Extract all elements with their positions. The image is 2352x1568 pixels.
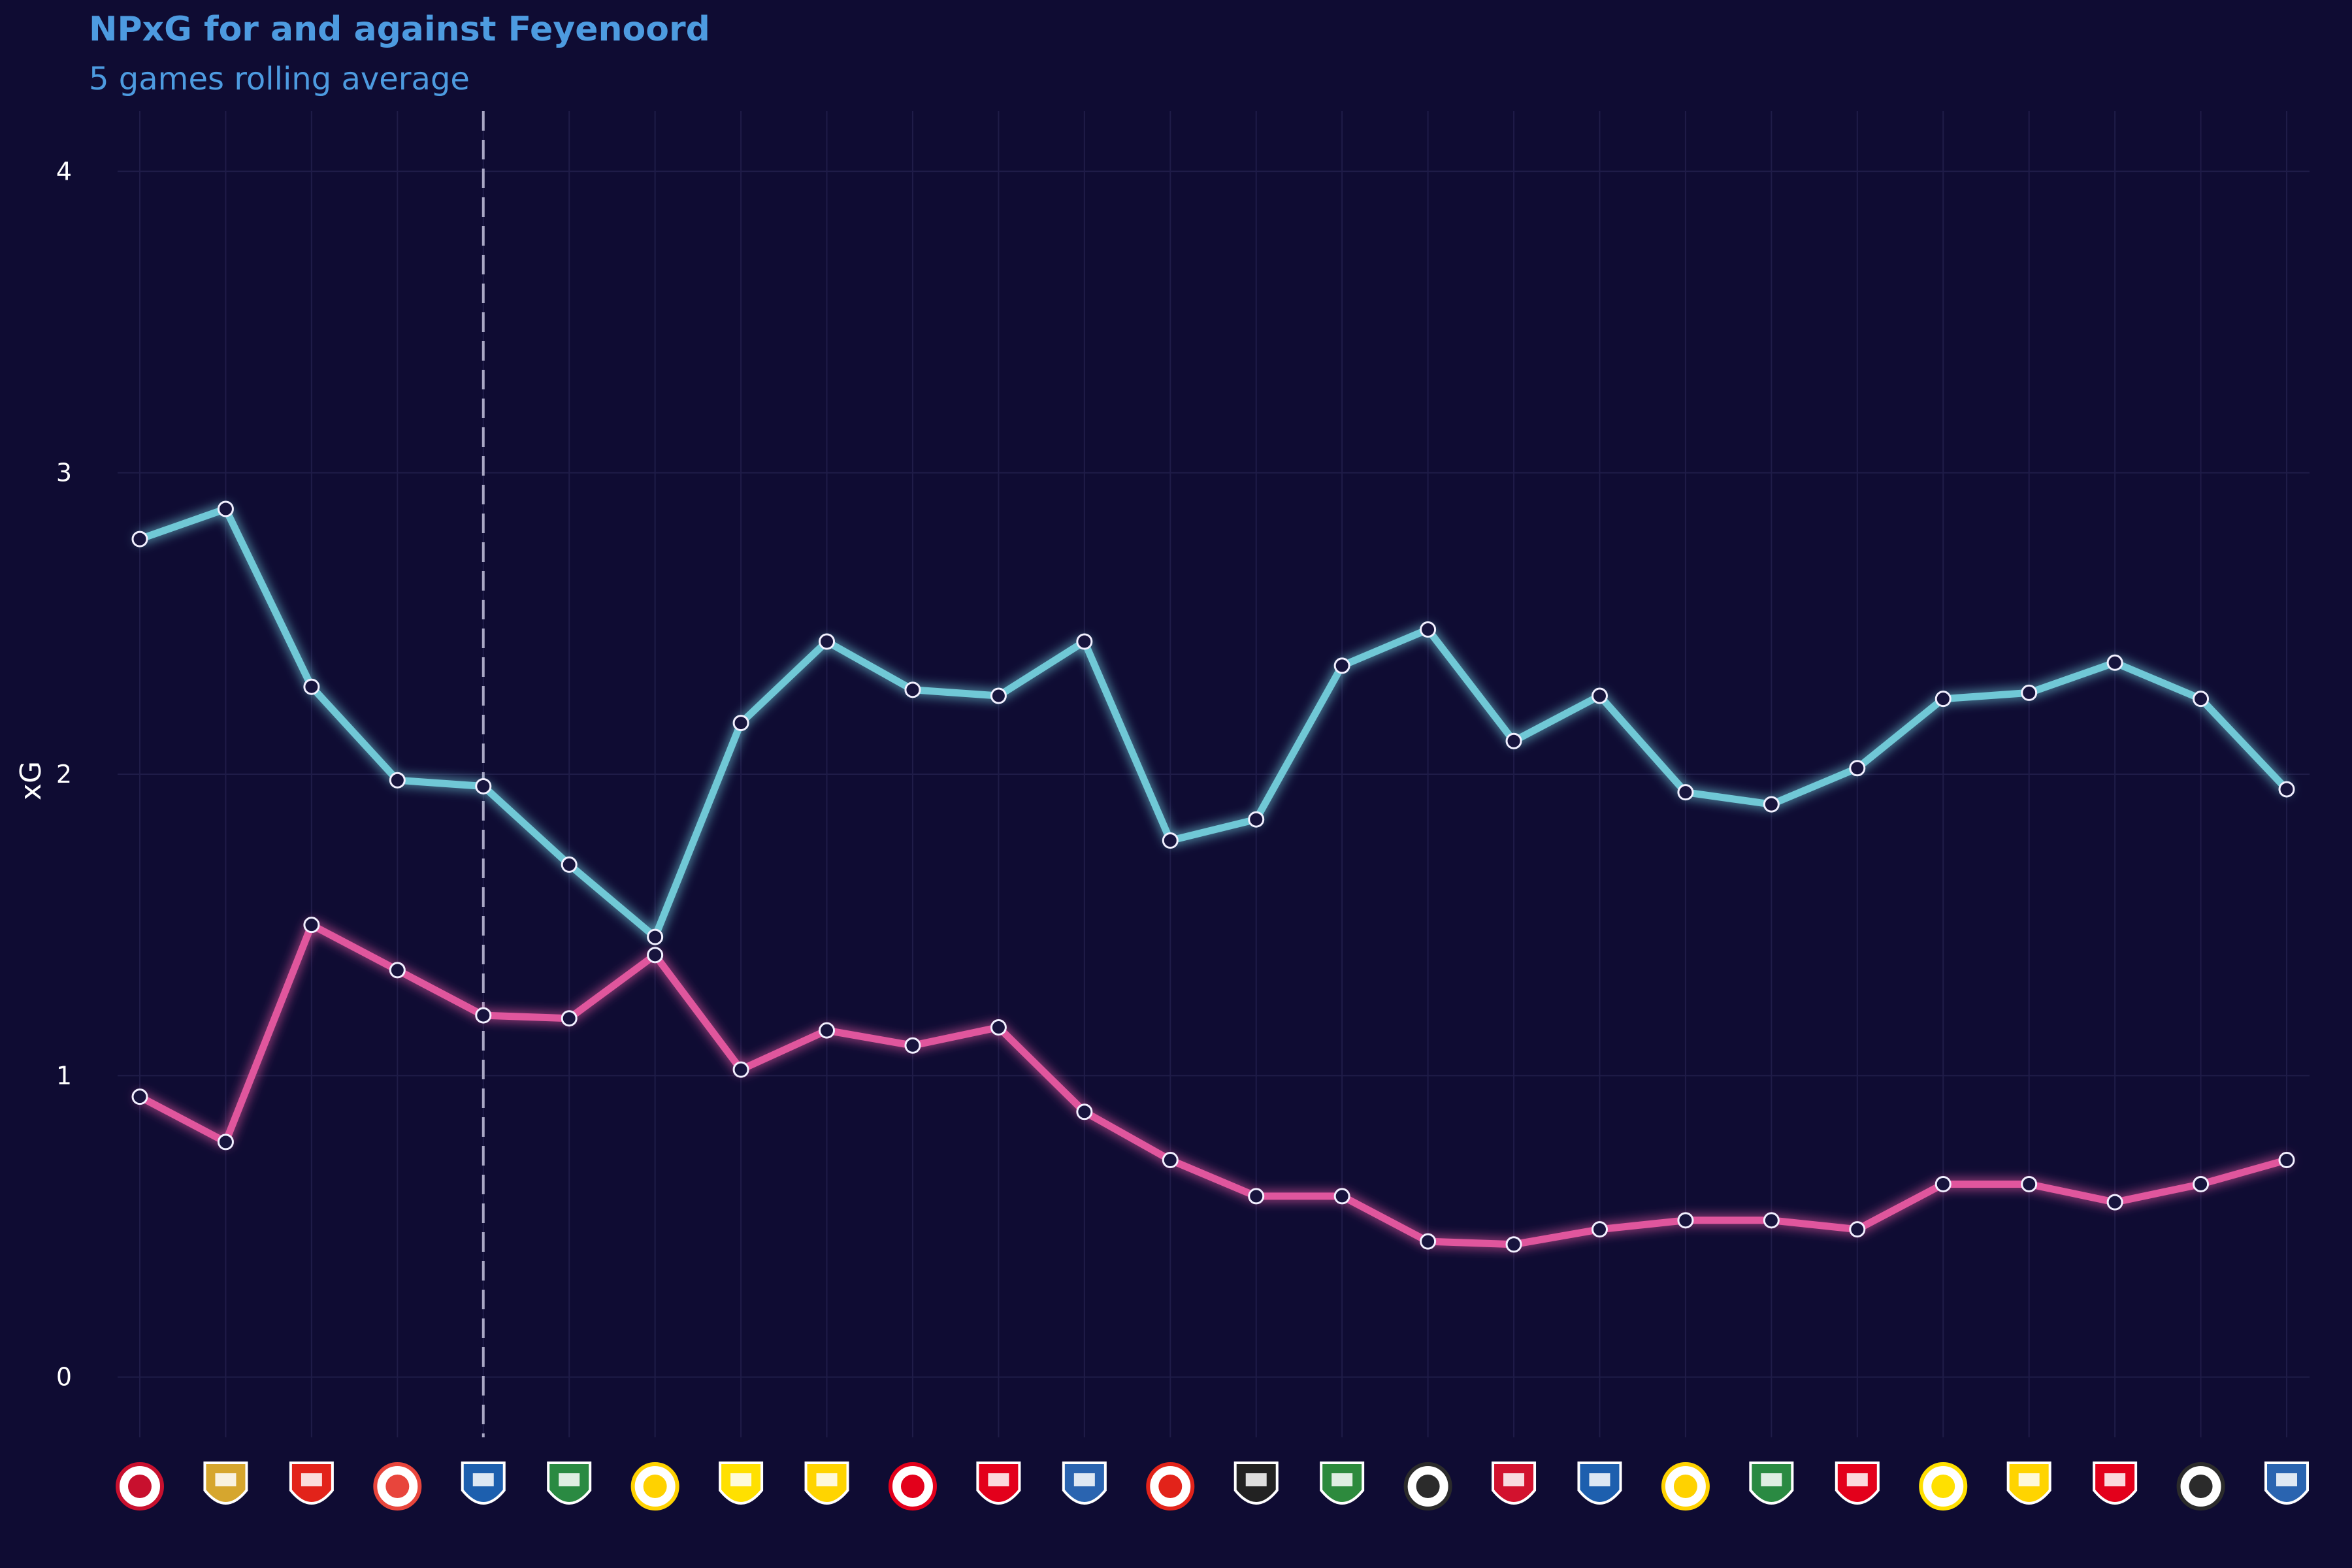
y-tick-label: 4: [56, 157, 72, 186]
data-point: [1505, 732, 1522, 749]
y-tick-label: 3: [56, 459, 72, 487]
opponent-badge-icon: [289, 1462, 334, 1505]
series-line-0: [136, 505, 2291, 941]
data-point: [1849, 1221, 1866, 1238]
opponent-badge-icon: [2006, 1462, 2051, 1505]
data-point: [303, 917, 320, 934]
opponent-badge-icon: [203, 1462, 248, 1505]
data-point: [561, 1010, 578, 1027]
y-tick-label: 0: [56, 1363, 72, 1392]
opponent-badge-icon: [976, 1462, 1021, 1505]
data-point: [819, 1022, 836, 1039]
data-point: [2278, 1152, 2295, 1169]
opponent-badge-icon: [719, 1462, 764, 1505]
opponent-badge-icon: [1320, 1462, 1365, 1505]
series-line-1: [136, 921, 2291, 1249]
data-point: [1849, 760, 1866, 777]
opponent-badge-icon: [1062, 1462, 1107, 1505]
data-point: [1162, 832, 1179, 849]
opponent-badge-icon: [1146, 1462, 1195, 1511]
data-point: [647, 947, 664, 964]
opponent-badge-icon: [1835, 1462, 1880, 1505]
data-point: [1333, 1188, 1350, 1205]
data-point: [2106, 654, 2123, 671]
data-point: [990, 1019, 1007, 1036]
data-point: [389, 962, 406, 979]
data-points: [131, 500, 2295, 1253]
data-point: [1248, 811, 1265, 828]
data-point: [1677, 784, 1694, 801]
opponent-badge-icon: [1661, 1462, 1710, 1511]
data-point: [2021, 684, 2038, 701]
data-point: [389, 772, 406, 789]
data-point: [1076, 1103, 1093, 1120]
opponent-badge-icon: [2176, 1462, 2225, 1511]
data-point: [303, 678, 320, 695]
data-point: [2193, 1175, 2210, 1192]
data-point: [131, 1088, 148, 1105]
data-point: [1420, 621, 1437, 638]
opponent-badge-icon: [630, 1462, 679, 1511]
data-point: [904, 681, 921, 698]
y-tick-label: 2: [56, 760, 72, 789]
data-point: [732, 1061, 749, 1078]
opponent-badge-icon: [1403, 1462, 1452, 1511]
opponent-badge-icon: [1577, 1462, 1622, 1505]
data-point: [819, 633, 836, 650]
data-point: [990, 687, 1007, 704]
data-point: [1935, 1175, 1952, 1192]
opponent-badges: [116, 1462, 2309, 1511]
data-point: [1591, 1221, 1608, 1238]
data-point: [2106, 1194, 2123, 1211]
opponent-badge-icon: [1233, 1462, 1279, 1505]
data-point: [1505, 1236, 1522, 1253]
opponent-badge-icon: [888, 1462, 937, 1511]
data-point: [2021, 1175, 2038, 1192]
opponent-badge-icon: [804, 1462, 849, 1505]
opponent-badge-icon: [1749, 1462, 1794, 1505]
opponent-badge-icon: [547, 1462, 592, 1505]
opponent-badge-icon: [373, 1462, 422, 1511]
data-point: [1591, 687, 1608, 704]
data-point: [561, 856, 578, 873]
opponent-badge-icon: [1919, 1462, 1968, 1511]
data-point: [217, 500, 234, 517]
data-point: [1162, 1152, 1179, 1169]
y-axis-ticks: 0 1 2 3 4: [56, 157, 72, 1391]
data-point: [1763, 1212, 1780, 1229]
data-point: [904, 1037, 921, 1054]
data-point: [1677, 1212, 1694, 1229]
data-point: [2193, 691, 2210, 708]
opponent-badge-icon: [461, 1462, 506, 1505]
data-point: [1935, 691, 1952, 708]
gridlines: [118, 111, 2310, 1437]
y-axis-label: xG: [14, 761, 48, 800]
chart-title: NPxG for and against Feyenoord: [89, 10, 710, 49]
chart-subtitle: 5 games rolling average: [89, 61, 470, 97]
data-point: [1076, 633, 1093, 650]
data-point: [647, 928, 664, 945]
data-point: [1420, 1233, 1437, 1250]
data-point: [475, 1007, 492, 1024]
opponent-badge-icon: [116, 1462, 164, 1511]
data-point: [732, 715, 749, 732]
data-point: [2278, 781, 2295, 798]
data-point: [475, 777, 492, 794]
opponent-badge-icon: [2264, 1462, 2309, 1505]
data-point: [1763, 796, 1780, 813]
opponent-badge-icon: [2093, 1462, 2138, 1505]
y-tick-label: 1: [56, 1061, 72, 1090]
series-lines: [136, 505, 2291, 1249]
opponent-badge-icon: [1492, 1462, 1537, 1505]
data-point: [1248, 1188, 1265, 1205]
data-point: [217, 1134, 234, 1151]
data-point: [1333, 657, 1350, 674]
data-point: [131, 531, 148, 547]
